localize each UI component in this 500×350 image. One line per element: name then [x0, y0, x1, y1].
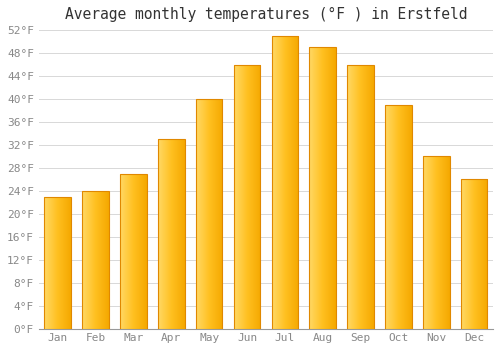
Bar — [385, 105, 411, 329]
Bar — [272, 36, 298, 329]
Bar — [196, 99, 222, 329]
Title: Average monthly temperatures (°F ) in Erstfeld: Average monthly temperatures (°F ) in Er… — [64, 7, 467, 22]
Bar — [158, 139, 184, 329]
Bar — [310, 47, 336, 329]
Bar — [423, 156, 450, 329]
Bar — [234, 64, 260, 329]
Bar — [82, 191, 109, 329]
Bar — [461, 180, 487, 329]
Bar — [120, 174, 146, 329]
Bar — [348, 64, 374, 329]
Bar — [44, 197, 71, 329]
